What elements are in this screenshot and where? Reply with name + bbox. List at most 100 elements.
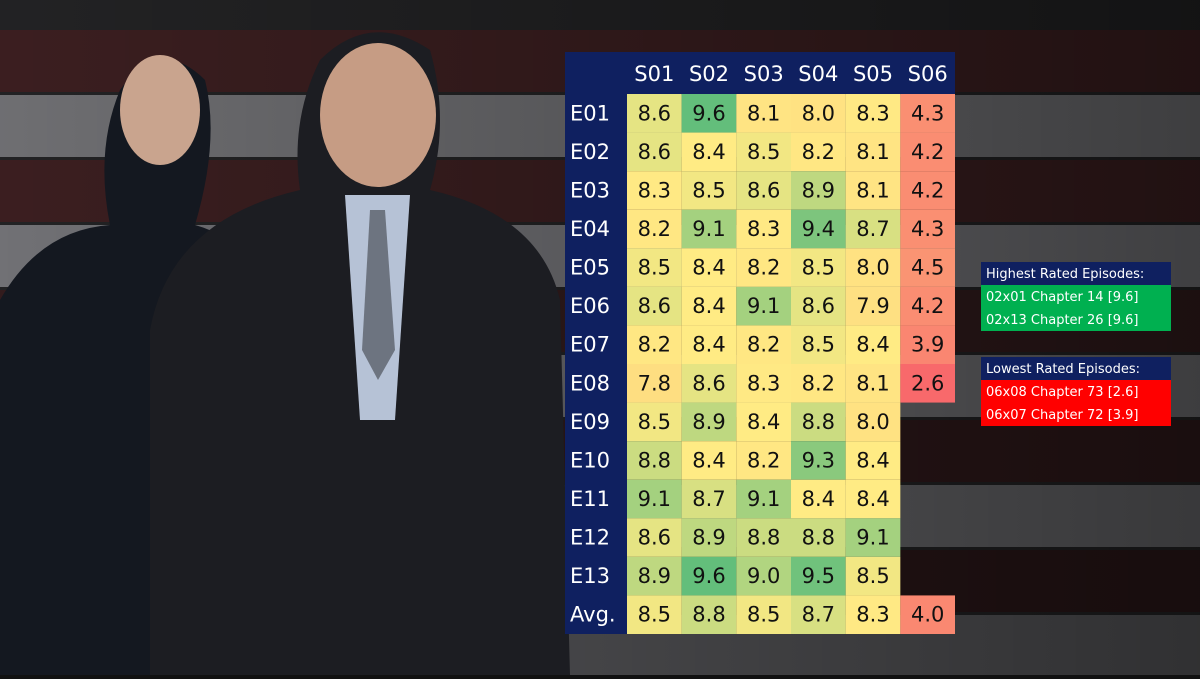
row-header: E09 bbox=[570, 410, 610, 434]
annotation-title-box bbox=[981, 357, 1171, 380]
heatmap-cell bbox=[791, 286, 846, 326]
heatmap-cell bbox=[845, 595, 901, 634]
cell-value: 8.5 bbox=[747, 140, 780, 164]
heatmap-cell bbox=[845, 286, 901, 326]
heatmap-cell bbox=[627, 248, 682, 287]
row-header: E05 bbox=[570, 256, 610, 280]
heatmap-cell bbox=[681, 132, 737, 172]
cell-value: 8.8 bbox=[802, 410, 835, 434]
annotations: Highest Rated Episodes: 02x01 Chapter 14 … bbox=[981, 262, 1171, 426]
cell-value: 4.2 bbox=[911, 140, 944, 164]
heatmap-cell bbox=[900, 286, 955, 326]
cell-value: 9.1 bbox=[747, 487, 780, 511]
cell-value: 8.4 bbox=[856, 487, 889, 511]
cell-value: 8.1 bbox=[747, 101, 780, 125]
cell-value: 9.1 bbox=[638, 487, 671, 511]
row-header: E11 bbox=[570, 487, 610, 511]
heatmap-cell bbox=[681, 325, 737, 364]
heatmap-cell bbox=[681, 209, 737, 249]
row-header-column bbox=[565, 52, 627, 634]
heatmap-cell bbox=[681, 518, 737, 557]
heatmap-cell bbox=[791, 132, 846, 172]
cell-value: 8.2 bbox=[747, 256, 780, 280]
cell-value: 8.3 bbox=[747, 217, 780, 241]
cell-value: 8.5 bbox=[747, 603, 780, 627]
cell-value: 8.2 bbox=[747, 448, 780, 472]
annotation-item-box bbox=[981, 380, 1171, 403]
heatmap-cell bbox=[791, 479, 846, 519]
heatmap-cell bbox=[627, 94, 682, 133]
cell-value: 8.3 bbox=[856, 101, 889, 125]
cell-value: 4.3 bbox=[911, 101, 944, 125]
heatmap-cell bbox=[845, 518, 901, 557]
heatmap-cell bbox=[845, 325, 901, 364]
heatmap-cell bbox=[845, 402, 901, 442]
annotation-item: 06x08 Chapter 73 [2.6] bbox=[986, 385, 1139, 400]
row-header: E07 bbox=[570, 333, 610, 357]
heatmap-cell bbox=[736, 132, 791, 172]
row-header: E03 bbox=[570, 178, 610, 202]
cell-value: 8.4 bbox=[692, 294, 725, 318]
cell-value: 8.5 bbox=[638, 256, 671, 280]
cell-value: 8.5 bbox=[856, 564, 889, 588]
cell-value: 9.6 bbox=[692, 564, 725, 588]
cell-value: 8.8 bbox=[747, 526, 780, 550]
cell-value: 4.3 bbox=[911, 217, 944, 241]
cell-value: 8.2 bbox=[802, 371, 835, 395]
heatmap-cell bbox=[845, 441, 901, 480]
cell-value: 4.2 bbox=[911, 294, 944, 318]
cell-value: 8.7 bbox=[692, 487, 725, 511]
cell-value: 9.5 bbox=[802, 564, 835, 588]
heatmap-cell bbox=[791, 171, 846, 210]
cell-value: 8.4 bbox=[692, 140, 725, 164]
heatmap-cell bbox=[627, 286, 682, 326]
cell-value: 9.0 bbox=[747, 564, 780, 588]
heatmap-cell bbox=[627, 364, 682, 403]
heatmap-cell bbox=[736, 325, 791, 364]
heatmap-cell bbox=[791, 325, 846, 364]
annotation-item-box bbox=[981, 285, 1171, 308]
heatmap-cell bbox=[627, 209, 682, 249]
heatmap-cell bbox=[791, 595, 846, 634]
heatmap-cell bbox=[845, 171, 901, 210]
heatmap-cell bbox=[900, 132, 955, 172]
heatmap-cell bbox=[681, 595, 737, 634]
column-header: S01 bbox=[634, 62, 674, 86]
cell-value: 8.7 bbox=[856, 217, 889, 241]
heatmap-cell bbox=[900, 325, 955, 364]
heatmap-cell bbox=[736, 518, 791, 557]
cell-value: 8.7 bbox=[802, 603, 835, 627]
cell-value: 8.4 bbox=[692, 256, 725, 280]
cell-value: 8.6 bbox=[638, 526, 671, 550]
cell-value: 8.8 bbox=[692, 603, 725, 627]
heatmap-cell bbox=[791, 364, 846, 403]
heatmap-cell bbox=[681, 248, 737, 287]
heatmap-cell bbox=[791, 209, 846, 249]
cell-value: 8.2 bbox=[638, 333, 671, 357]
heatmap-cell bbox=[681, 479, 737, 519]
heatmap-cell bbox=[627, 171, 682, 210]
cell-value: 7.9 bbox=[856, 294, 889, 318]
heatmap-cell bbox=[627, 479, 682, 519]
row-header: E08 bbox=[570, 371, 610, 395]
heatmap-cell bbox=[681, 556, 737, 596]
row-header: E01 bbox=[570, 101, 610, 125]
heatmap-cell bbox=[900, 595, 955, 634]
row-header: E12 bbox=[570, 526, 610, 550]
cell-value: 9.1 bbox=[856, 526, 889, 550]
column-header: S03 bbox=[744, 62, 784, 86]
cell-value: 8.5 bbox=[638, 603, 671, 627]
heatmap-cell bbox=[627, 441, 682, 480]
cell-value: 8.1 bbox=[856, 371, 889, 395]
heatmap-cell bbox=[845, 556, 901, 596]
annotation-item-box bbox=[981, 403, 1171, 426]
row-header: E04 bbox=[570, 217, 610, 241]
cell-value: 8.9 bbox=[802, 178, 835, 202]
heatmap-cell bbox=[681, 441, 737, 480]
heatmap-cell bbox=[900, 248, 955, 287]
cell-value: 4.5 bbox=[911, 256, 944, 280]
cell-value: 9.3 bbox=[802, 448, 835, 472]
heatmap-cell bbox=[681, 286, 737, 326]
heatmap-cell bbox=[681, 364, 737, 403]
cell-value: 8.4 bbox=[692, 448, 725, 472]
